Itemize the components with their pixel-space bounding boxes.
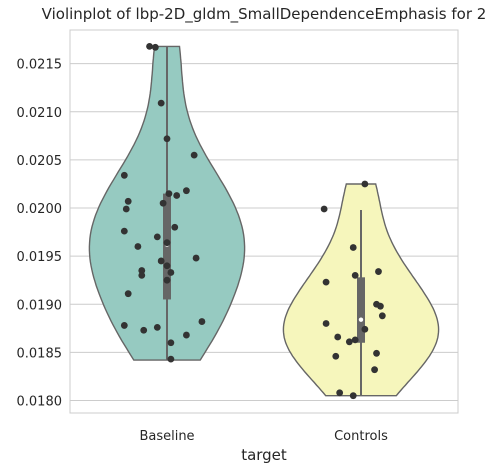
data-point bbox=[349, 244, 357, 251]
data-point bbox=[124, 197, 132, 205]
data-point bbox=[163, 135, 171, 143]
y-tick-label: 0.0210 bbox=[17, 106, 63, 121]
y-tick-label: 0.0205 bbox=[17, 154, 63, 169]
data-point bbox=[351, 336, 359, 344]
data-point bbox=[334, 333, 342, 341]
data-point bbox=[336, 389, 344, 397]
y-tick-label: 0.0215 bbox=[17, 58, 63, 73]
data-point bbox=[120, 171, 128, 179]
data-point bbox=[171, 223, 179, 231]
x-tick-label: Baseline bbox=[139, 429, 194, 444]
data-point bbox=[157, 99, 165, 107]
x-tick-label: Controls bbox=[334, 429, 388, 444]
median-marker-controls bbox=[358, 317, 364, 322]
data-point bbox=[151, 43, 159, 51]
chart-title: Violinplot of lbp-2D_gldm_SmallDependenc… bbox=[42, 5, 487, 24]
data-point bbox=[322, 320, 330, 327]
data-point bbox=[332, 352, 340, 360]
data-point bbox=[153, 233, 161, 241]
data-point bbox=[134, 243, 142, 250]
y-tick-label: 0.0180 bbox=[17, 394, 63, 409]
data-point bbox=[159, 199, 167, 207]
iqr-box-controls bbox=[357, 277, 365, 343]
data-point bbox=[183, 331, 190, 339]
data-point bbox=[378, 312, 386, 320]
x-tick-labels: Baseline Controls bbox=[139, 429, 388, 444]
y-tick-labels: 0.0180 0.0185 0.0190 0.0195 0.0200 0.0205 0.02… bbox=[17, 58, 63, 410]
data-point bbox=[345, 338, 353, 346]
data-point bbox=[165, 190, 173, 197]
data-point bbox=[163, 276, 171, 284]
data-point bbox=[124, 290, 132, 298]
y-tick-label: 0.0200 bbox=[17, 202, 63, 217]
data-point bbox=[373, 349, 380, 357]
y-tick-label: 0.0195 bbox=[17, 250, 63, 265]
data-point bbox=[120, 322, 128, 329]
data-point bbox=[167, 269, 175, 276]
data-point bbox=[377, 302, 384, 310]
data-point bbox=[351, 271, 359, 279]
data-point bbox=[163, 239, 171, 247]
data-point bbox=[375, 268, 382, 275]
data-point bbox=[140, 326, 148, 334]
data-point bbox=[190, 151, 198, 159]
plot-frame bbox=[69, 29, 459, 414]
data-point bbox=[320, 205, 328, 213]
data-point bbox=[167, 355, 175, 363]
data-point bbox=[138, 267, 146, 274]
y-tick-label: 0.0185 bbox=[17, 346, 63, 361]
data-point bbox=[146, 42, 153, 50]
data-point bbox=[183, 187, 190, 195]
data-point bbox=[138, 271, 146, 279]
data-point bbox=[167, 339, 175, 347]
data-point bbox=[371, 366, 378, 374]
data-point bbox=[361, 325, 369, 333]
data-point bbox=[163, 262, 171, 270]
data-point bbox=[173, 192, 181, 199]
point-layer bbox=[120, 42, 386, 400]
data-point bbox=[153, 323, 161, 331]
data-point bbox=[198, 318, 206, 325]
data-point bbox=[157, 257, 165, 265]
x-axis-label: target bbox=[241, 446, 287, 464]
data-point bbox=[192, 254, 200, 262]
violin-layer bbox=[88, 45, 440, 397]
data-point bbox=[361, 180, 369, 188]
y-tick-label: 0.0190 bbox=[17, 298, 63, 313]
data-point bbox=[122, 205, 130, 213]
data-point bbox=[120, 227, 128, 235]
data-point bbox=[322, 278, 330, 286]
data-point bbox=[349, 392, 357, 400]
